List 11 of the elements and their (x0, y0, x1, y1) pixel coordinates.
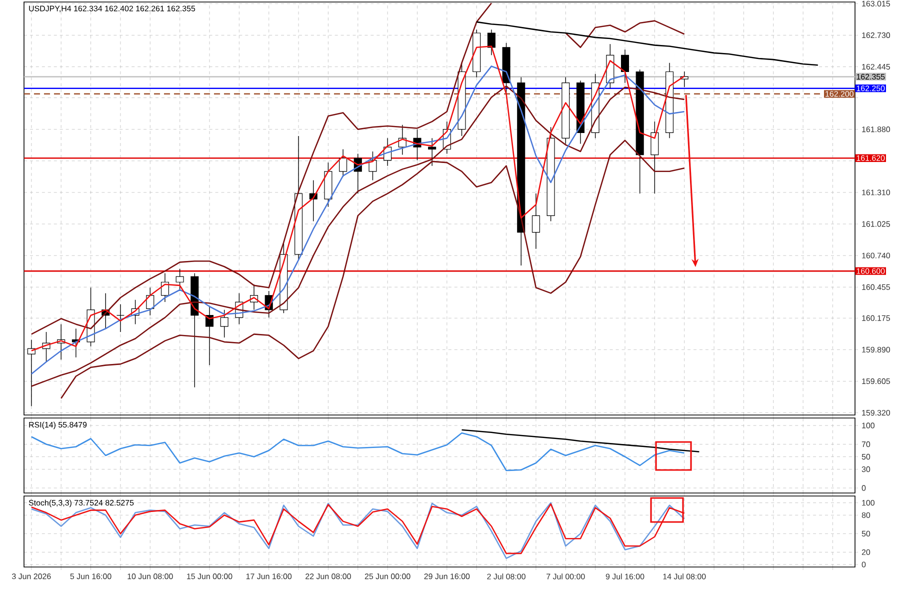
candlestick (220, 309, 228, 338)
candlestick (532, 193, 540, 250)
candlestick (27, 339, 36, 406)
candlestick (339, 148, 348, 178)
candlestick (650, 121, 659, 194)
candlestick (368, 151, 377, 181)
candlestick (176, 268, 184, 292)
candlestick (620, 49, 630, 84)
candlestick (428, 138, 436, 166)
candlestick (116, 304, 124, 332)
candlestick (487, 29, 496, 56)
